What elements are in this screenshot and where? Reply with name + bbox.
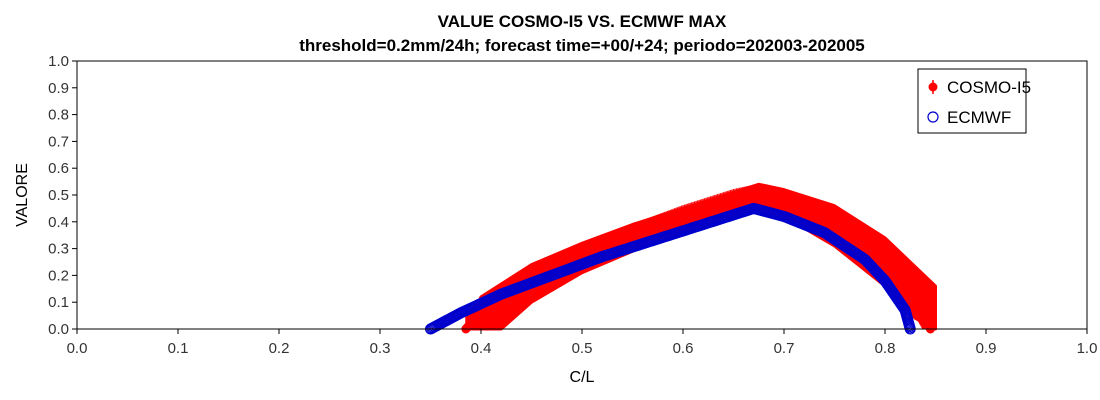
y-tick-label: 0.9 [48,80,69,97]
y-axis-label: VALORE [14,163,31,227]
y-tick-label: 0.6 [48,160,69,177]
chart-title: VALUE COSMO-I5 VS. ECMWF MAX [438,12,727,31]
x-tick-label: 0.9 [976,340,997,357]
legend-ecmwf-marker-icon [927,111,939,123]
x-tick-label: 0.7 [774,340,795,357]
legend: COSMO-I5 ECMWF [917,68,1031,134]
legend-box [917,68,1027,134]
y-tick-label: 1.0 [48,53,69,70]
chart-subtitle: threshold=0.2mm/24h; forecast time=+00/+… [299,36,865,55]
series-layer [425,182,937,335]
y-axis: 0.0 0.1 0.2 0.3 0.4 0.5 0.6 0.7 0.8 0.9 1.0 [48,53,77,338]
y-tick-label: 0.8 [48,107,69,124]
x-tick-label: 0.1 [168,340,189,357]
y-tick-label: 0.1 [48,294,69,311]
y-tick-label: 0.5 [48,187,69,204]
x-tick-label: 0.8 [875,340,896,357]
y-tick-label: 0.4 [48,214,69,231]
y-tick-label: 0.3 [48,241,69,258]
x-axis-label: C/L [570,369,595,386]
legend-label-ecmwf: ECMWF [947,108,1011,127]
x-tick-label: 0.2 [269,340,290,357]
x-tick-label: 0.4 [471,340,492,357]
y-tick-label: 0.7 [48,133,69,150]
legend-label-cosmo: COSMO-I5 [947,78,1031,97]
x-axis: 0.0 0.1 0.2 0.3 0.4 0.5 0.6 0.7 0.8 0.9 1.0 [67,329,1098,357]
x-tick-label: 1.0 [1077,340,1098,357]
y-tick-label: 0.0 [48,321,69,338]
legend-cosmo-marker-icon [928,82,938,92]
x-tick-label: 0.0 [67,340,88,357]
x-tick-label: 0.5 [572,340,593,357]
x-tick-label: 0.3 [370,340,391,357]
y-tick-label: 0.2 [48,267,69,284]
x-tick-label: 0.6 [673,340,694,357]
